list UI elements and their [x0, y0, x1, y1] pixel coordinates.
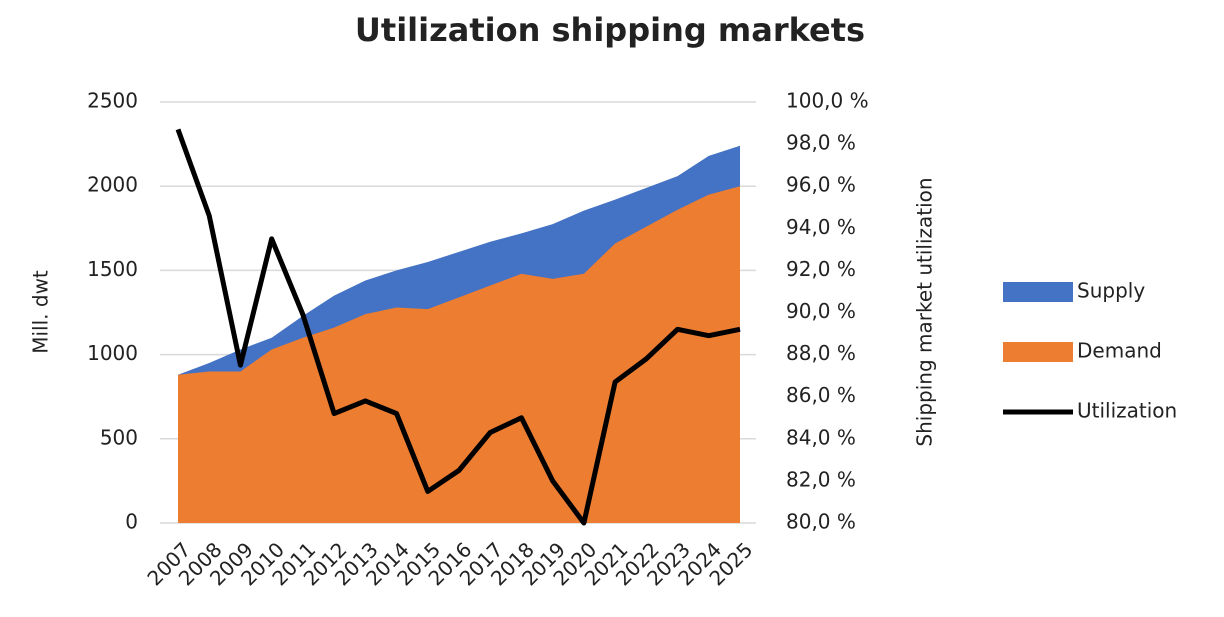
y2-tick-label: 88,0 % — [786, 341, 856, 365]
y-tick-label: 1000 — [87, 341, 138, 365]
y2-tick-label: 96,0 % — [786, 173, 856, 197]
y2-tick-label: 84,0 % — [786, 425, 856, 449]
y2-tick-label: 82,0 % — [786, 467, 856, 491]
chart-title: Utilization shipping markets — [355, 11, 865, 49]
y-tick-label: 2000 — [87, 173, 138, 197]
y-tick-label: 1500 — [87, 257, 138, 281]
y2-tick-label: 92,0 % — [786, 257, 856, 281]
y-tick-label: 500 — [100, 425, 138, 449]
y2-tick-label: 100,0 % — [786, 89, 869, 113]
y2-tick-label: 90,0 % — [786, 299, 856, 323]
legend-label: Demand — [1077, 339, 1162, 363]
y2-tick-label: 80,0 % — [786, 510, 856, 534]
legend-swatch — [1003, 342, 1073, 362]
y2-axis-label: Shipping market utilization — [913, 177, 937, 446]
legend-label: Supply — [1077, 279, 1145, 303]
area — [178, 186, 740, 523]
y-axis-label: Mill. dwt — [29, 270, 53, 354]
y2-tick-label: 86,0 % — [786, 383, 856, 407]
y2-tick-label: 94,0 % — [786, 215, 856, 239]
y-tick-label: 0 — [125, 510, 138, 534]
y-tick-label: 2500 — [87, 89, 138, 113]
legend-label: Utilization — [1077, 399, 1177, 423]
line — [175, 128, 741, 526]
legend-swatch — [1003, 282, 1073, 302]
y2-tick-label: 98,0 % — [786, 131, 856, 155]
